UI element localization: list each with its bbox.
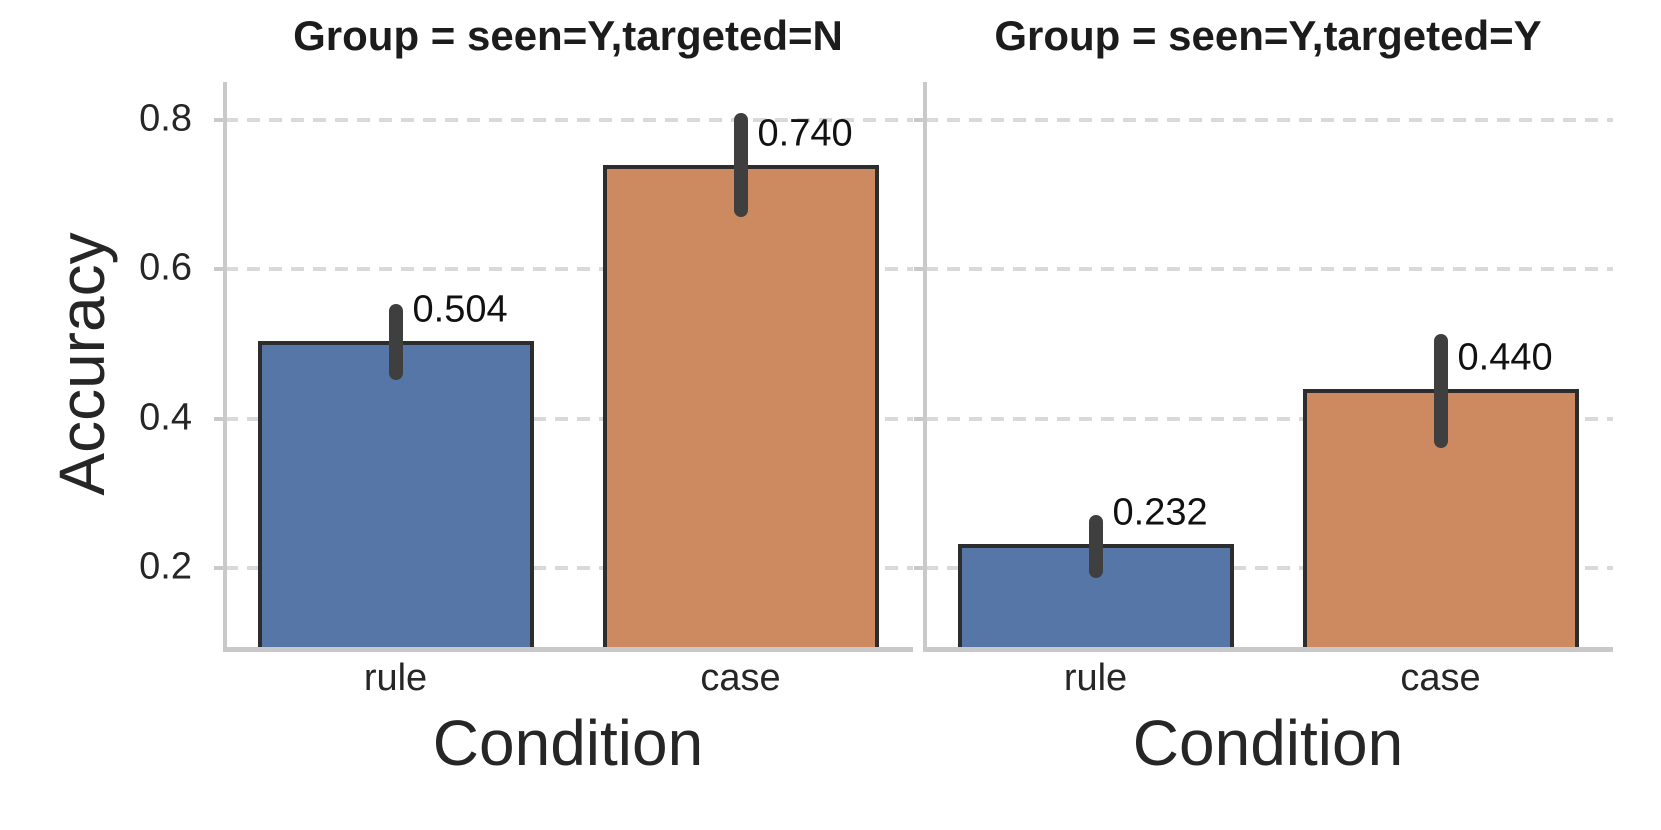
- x-axis-label-right: Condition: [1132, 707, 1404, 779]
- y-tick-mark: [214, 118, 223, 123]
- gridline: [225, 267, 913, 272]
- gridline: [225, 416, 913, 421]
- error-bar-rule: [388, 304, 403, 380]
- y-tick-label: 0.2: [139, 545, 192, 588]
- facet-panel-right: Group = seen=Y,targeted=Y 0.232 0.440 Con…: [914, 0, 1613, 830]
- y-tick-mark: [214, 565, 223, 570]
- bar-value-label: 0.440: [1457, 336, 1553, 379]
- y-tick-label: 0.4: [139, 396, 192, 439]
- y-tick-mark: [914, 416, 923, 421]
- y-tick-mark: [214, 267, 223, 272]
- y-tick-mark: [214, 416, 223, 421]
- bottom-spine: [223, 647, 913, 652]
- bar-value-label: 0.740: [757, 112, 853, 155]
- left-spine: [923, 82, 927, 647]
- gridline: [925, 267, 1613, 272]
- error-bar-rule: [1088, 514, 1103, 578]
- plot-area-right: 0.232 0.440: [914, 82, 1613, 652]
- bar-rule: [257, 340, 534, 647]
- error-bar-case: [733, 113, 748, 218]
- x-tick-label-rule: rule: [363, 657, 428, 699]
- bar-value-label: 0.504: [412, 288, 508, 331]
- x-tick-label-rule: rule: [1063, 657, 1128, 699]
- facet-panel-left: Group = seen=Y,targeted=N 0.504 0.740 Con…: [214, 0, 913, 830]
- facet-title-left: Group = seen=Y,targeted=N: [293, 12, 843, 59]
- left-spine: [223, 82, 227, 647]
- gridline: [925, 118, 1613, 123]
- bottom-spine: [923, 647, 1613, 652]
- y-tick-label: 0.8: [139, 97, 192, 140]
- gridline: [225, 565, 913, 570]
- error-bar-case: [1433, 333, 1448, 448]
- x-axis-label-left: Condition: [432, 707, 704, 779]
- x-tick-label-case: case: [1400, 657, 1481, 699]
- bar-value-label: 0.232: [1112, 491, 1208, 534]
- gridline: [925, 416, 1613, 421]
- facet-title-right: Group = seen=Y,targeted=Y: [994, 12, 1542, 59]
- x-tick-label-case: case: [700, 657, 781, 699]
- y-tick-mark: [914, 565, 923, 570]
- bar-case: [602, 164, 879, 647]
- y-tick-mark: [914, 267, 923, 272]
- y-tick-label: 0.6: [139, 246, 192, 289]
- gridline: [225, 118, 913, 123]
- bar-case: [1302, 388, 1579, 647]
- y-tick-mark: [914, 118, 923, 123]
- gridline: [925, 565, 1613, 570]
- plot-area-left: 0.504 0.740: [214, 82, 913, 652]
